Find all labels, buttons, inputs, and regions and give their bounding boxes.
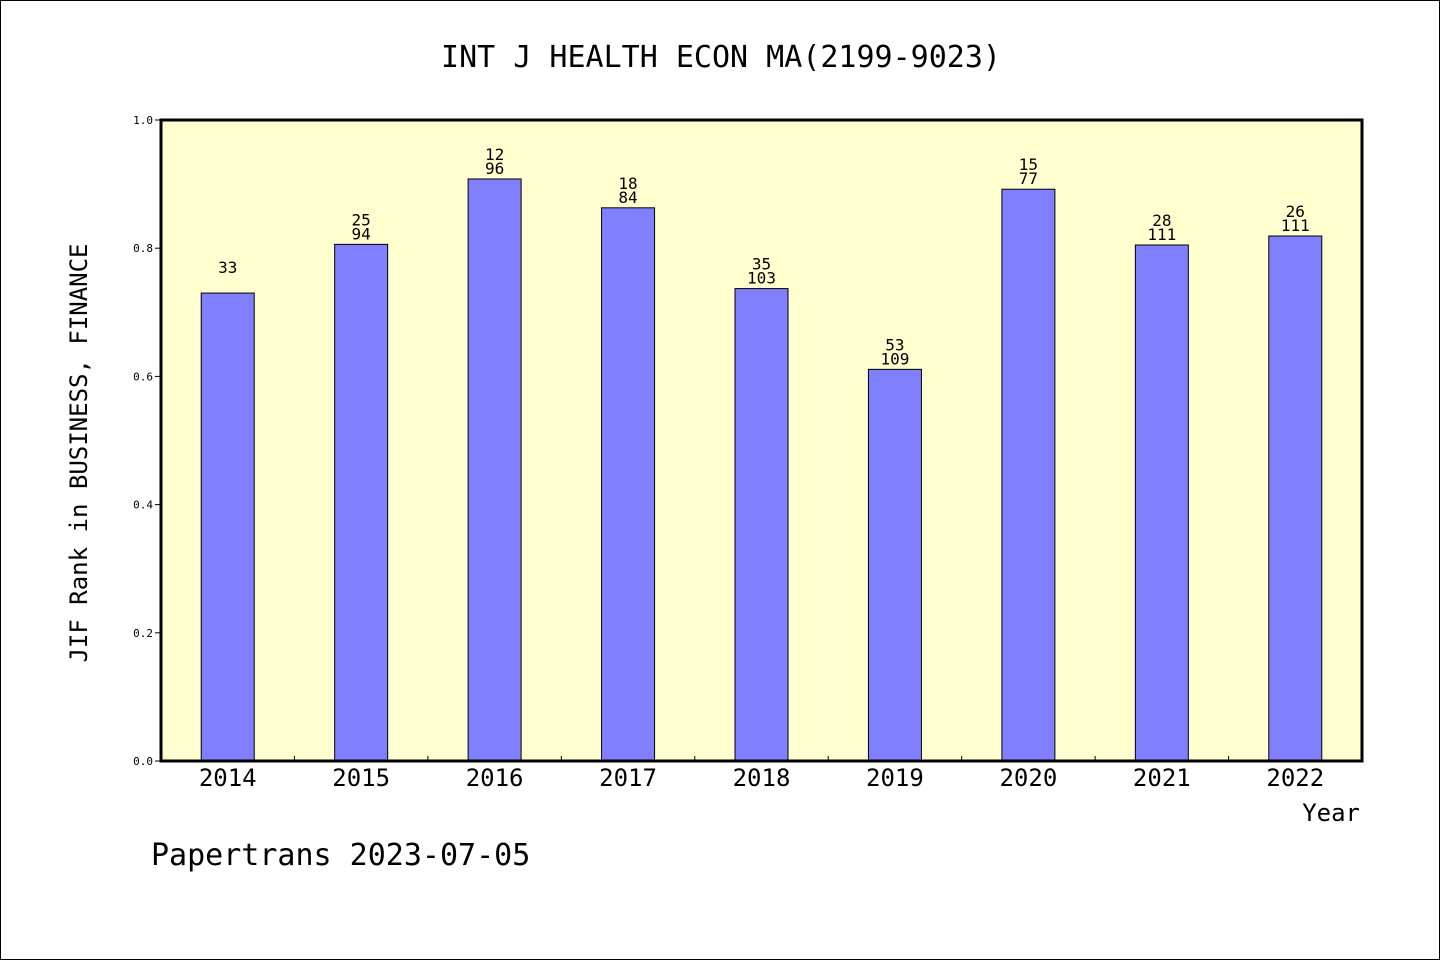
x-tick-label: 2014 (199, 764, 257, 792)
bar-2022 (1268, 235, 1323, 762)
x-tick-label: 2022 (1266, 764, 1324, 792)
bar-2020 (1001, 188, 1056, 762)
y-tick-label: 0.6 (133, 370, 153, 383)
bar-label-top: 26 (1286, 202, 1305, 221)
bar-label-top: 25 (352, 210, 371, 229)
y-tick-label: 0.2 (133, 627, 153, 640)
x-tick-label: 2021 (1133, 764, 1191, 792)
y-tick-label: 0.0 (133, 755, 153, 768)
bar-label-bottom: 111 (1147, 225, 1176, 244)
y-tick-label: 1.0 (133, 114, 153, 127)
bar-label-top: 28 (1152, 211, 1171, 230)
bar-label-bottom: 94 (352, 224, 371, 243)
bar-2019 (867, 368, 922, 762)
bar-label-bottom: 103 (747, 269, 776, 288)
bar-2017 (601, 207, 656, 762)
x-tick-label: 2016 (466, 764, 524, 792)
bar-2018 (734, 288, 789, 762)
y-axis: 0.0 0.2 0.4 0.6 0.8 1.0 (133, 114, 161, 768)
bar-label-bottom: 33 (218, 258, 237, 277)
bar-2016 (467, 178, 522, 762)
bar-label-top: 12 (485, 145, 504, 164)
footer-text: Papertrans 2023-07-05 (151, 838, 530, 873)
x-axis: 2014 2015 2016 2017 2018 2019 2020 2021 2022 (199, 756, 1324, 792)
x-tick-label: 2015 (332, 764, 390, 792)
y-tick-label: 0.8 (133, 242, 153, 255)
bar-series (200, 178, 1323, 762)
bar-label-top: 35 (752, 255, 771, 274)
bar-2015 (334, 243, 389, 762)
bar-label-top: 53 (885, 335, 904, 354)
x-tick-label: 2020 (999, 764, 1057, 792)
bar-label-top: 18 (618, 174, 637, 193)
x-tick-label: 2017 (599, 764, 657, 792)
bar-label-bottom: 109 (880, 349, 909, 368)
bar-label-bottom: 111 (1281, 216, 1310, 235)
bar-label-bottom: 77 (1019, 169, 1038, 188)
x-tick-label: 2019 (866, 764, 924, 792)
y-axis-label: JIF Rank in BUSINESS, FINANCE (65, 243, 93, 662)
bar-2021 (1134, 244, 1189, 762)
bar-label-top: 15 (1019, 155, 1038, 174)
bar-label-bottom: 84 (618, 188, 637, 207)
bar-2014 (200, 292, 255, 762)
x-axis-label: Year (1302, 799, 1360, 827)
chart-title: INT J HEALTH ECON MA(2199-9023) (441, 40, 1001, 75)
plot-border (159, 118, 1364, 763)
x-tick-label: 2018 (733, 764, 791, 792)
y-tick-label: 0.4 (133, 499, 153, 512)
bar-label-bottom: 96 (485, 159, 504, 178)
